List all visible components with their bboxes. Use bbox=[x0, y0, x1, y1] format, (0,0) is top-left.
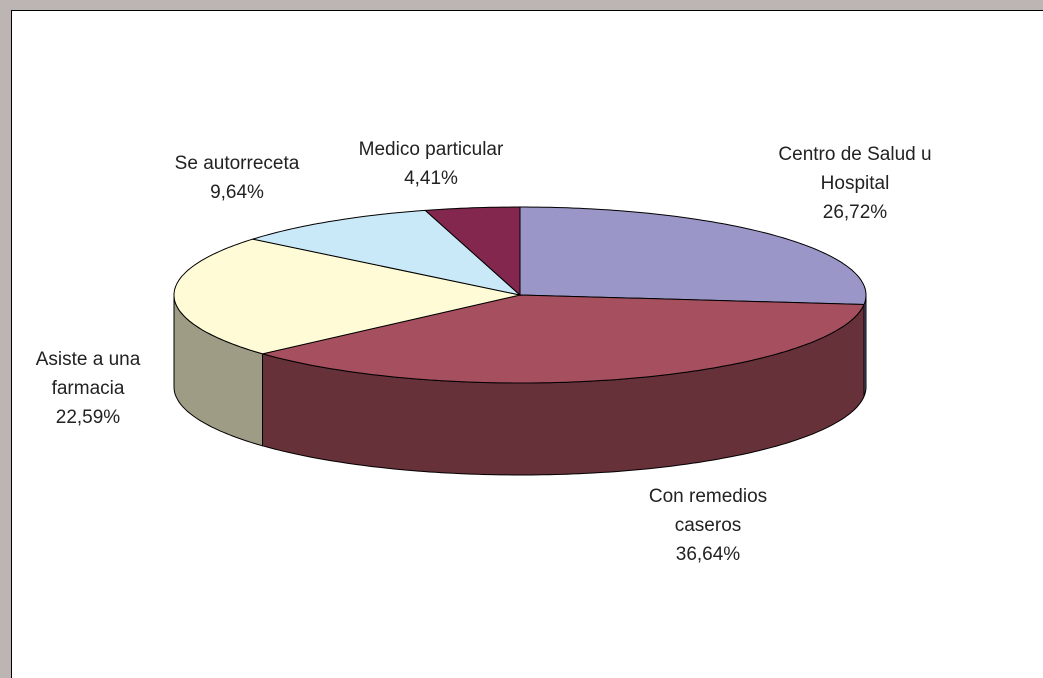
category-label: Asiste a una farmacia bbox=[35, 349, 141, 399]
category-label: Se autorreceta bbox=[174, 153, 300, 174]
slice-label: Se autorreceta 9,64% bbox=[137, 149, 337, 207]
slice-label: Asiste a una farmacia 22,59% bbox=[13, 345, 163, 432]
slice bbox=[252, 209, 522, 296]
slice-label: Con remedios caseros 36,64% bbox=[628, 482, 788, 569]
value-label: 9,64% bbox=[210, 182, 264, 203]
value-label: 36,64% bbox=[675, 544, 741, 565]
category-label: Centro de Salud u Hospital bbox=[778, 144, 932, 194]
category-label: Medico particular bbox=[358, 139, 504, 160]
slice bbox=[519, 206, 867, 306]
slice bbox=[424, 206, 521, 297]
value-label: 26,72% bbox=[822, 202, 888, 223]
slice-label: Centro de Salud u Hospital 26,72% bbox=[750, 140, 960, 227]
slice bbox=[173, 238, 521, 355]
slice bbox=[262, 294, 865, 384]
value-label: 4,41% bbox=[404, 168, 458, 189]
category-label: Con remedios caseros bbox=[648, 486, 768, 536]
value-label: 22,59% bbox=[55, 407, 121, 428]
slice-label: Medico particular 4,41% bbox=[316, 135, 546, 193]
